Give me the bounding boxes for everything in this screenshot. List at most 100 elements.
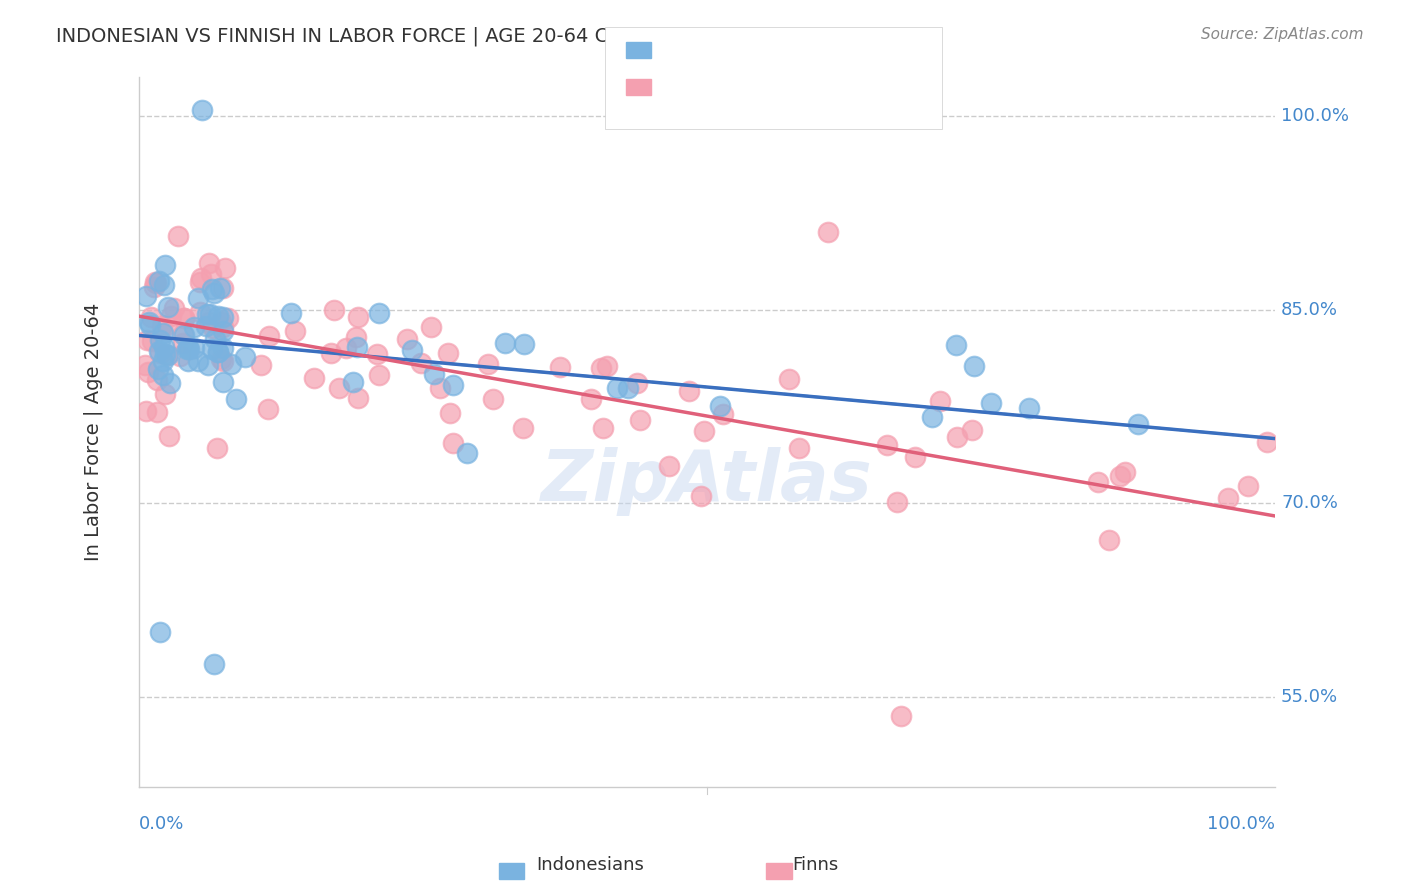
Point: [149, 333, 172, 347]
Point: [212, 320, 235, 334]
Text: INDONESIAN VS FINNISH IN LABOR FORCE | AGE 20-64 CORRELATION CHART: INDONESIAN VS FINNISH IN LABOR FORCE | A…: [56, 27, 806, 46]
Point: [207, 309, 229, 323]
Point: [323, 303, 346, 318]
Point: [477, 357, 499, 371]
Point: [134, 359, 156, 373]
Point: [141, 334, 163, 349]
Point: [456, 446, 478, 460]
Point: [481, 392, 503, 406]
Point: [596, 359, 619, 374]
Point: [153, 347, 176, 361]
Point: [188, 275, 211, 289]
Point: [163, 301, 186, 316]
Point: [209, 315, 232, 329]
Point: [201, 343, 224, 357]
Text: ZipAtlas: ZipAtlas: [541, 448, 873, 516]
Point: [156, 318, 179, 333]
Point: [148, 362, 170, 376]
Point: [173, 327, 195, 342]
Point: [579, 392, 602, 406]
Point: [219, 357, 242, 371]
Point: [198, 315, 221, 329]
Point: [212, 324, 235, 338]
Point: [437, 346, 460, 360]
Point: [200, 267, 222, 281]
Point: [135, 289, 157, 303]
Point: [589, 360, 612, 375]
Point: [512, 421, 534, 435]
Point: [201, 282, 224, 296]
Point: [157, 428, 180, 442]
Point: [179, 342, 201, 356]
Point: [617, 381, 640, 395]
Point: [202, 657, 225, 672]
Text: R = -0.335   N = 93: R = -0.335 N = 93: [658, 79, 835, 97]
Point: [159, 376, 181, 390]
Point: [172, 336, 194, 351]
Point: [319, 346, 342, 360]
Text: 70.0%: 70.0%: [1281, 494, 1339, 512]
Point: [1216, 491, 1239, 506]
Point: [1087, 475, 1109, 489]
Text: R = -0.153   N = 67: R = -0.153 N = 67: [658, 42, 835, 60]
Point: [904, 450, 927, 464]
Point: [201, 321, 224, 335]
Point: [202, 286, 225, 301]
Point: [197, 359, 219, 373]
Point: [136, 365, 159, 379]
Point: [160, 309, 183, 323]
Point: [153, 340, 176, 354]
Point: [141, 310, 163, 324]
Point: [212, 310, 235, 324]
Text: Finns: Finns: [793, 856, 838, 874]
Point: [1098, 533, 1121, 547]
Point: [259, 329, 281, 343]
Point: [153, 387, 176, 401]
Point: [198, 255, 221, 269]
Point: [1256, 434, 1278, 449]
Point: [211, 341, 233, 355]
Point: [658, 459, 681, 474]
Point: [145, 373, 167, 387]
Point: [1108, 468, 1130, 483]
Point: [280, 306, 302, 320]
Point: [335, 341, 357, 355]
Point: [328, 381, 350, 395]
Point: [778, 372, 800, 386]
Point: [152, 326, 174, 341]
Point: [250, 359, 273, 373]
Point: [420, 320, 443, 334]
Point: [945, 338, 967, 352]
Point: [513, 337, 536, 351]
Point: [690, 489, 713, 503]
Point: [963, 359, 986, 373]
Point: [177, 354, 200, 368]
Point: [139, 318, 162, 332]
Point: [152, 353, 174, 368]
Point: [344, 330, 367, 344]
Point: [191, 103, 214, 117]
Point: [494, 336, 516, 351]
Point: [876, 438, 898, 452]
Point: [628, 413, 651, 427]
Point: [789, 442, 811, 456]
Point: [346, 310, 368, 325]
Point: [204, 332, 226, 346]
Point: [693, 424, 716, 438]
Point: [709, 399, 731, 413]
Point: [136, 334, 159, 348]
Point: [207, 345, 229, 359]
Point: [225, 392, 247, 406]
Point: [156, 348, 179, 362]
Text: -0.153: -0.153: [696, 42, 761, 60]
Point: [205, 441, 228, 455]
Point: [173, 311, 195, 326]
Point: [409, 355, 432, 369]
Point: [395, 332, 418, 346]
Point: [945, 429, 967, 443]
Point: [145, 405, 167, 419]
Text: Source: ZipAtlas.com: Source: ZipAtlas.com: [1201, 27, 1364, 42]
Point: [548, 359, 571, 374]
Point: [626, 376, 648, 390]
Point: [156, 348, 179, 362]
